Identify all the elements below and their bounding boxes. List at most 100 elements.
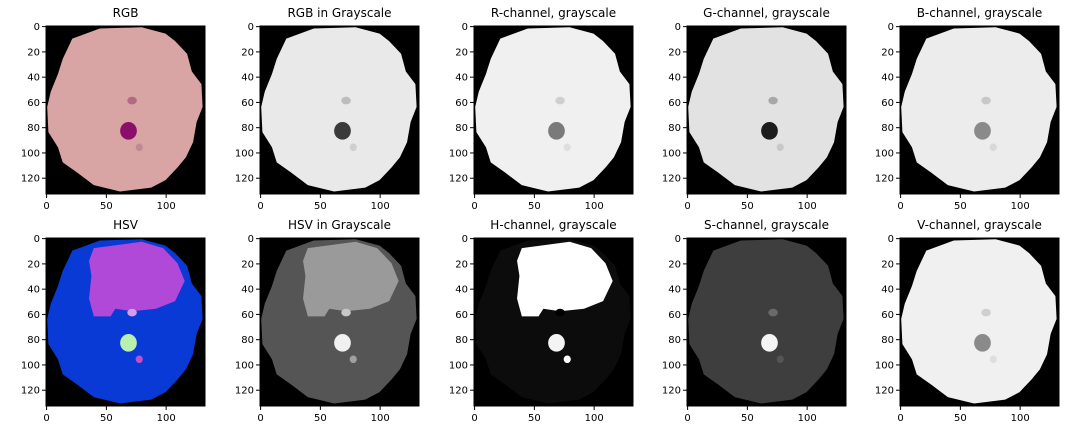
y-tick-label: 120 bbox=[875, 386, 894, 397]
x-tick-label: 0 bbox=[43, 413, 49, 424]
panel-4: G-channel, grayscale 0 20 40 60 80 100 120 0 50 10… bbox=[662, 6, 847, 212]
cell-hole-region bbox=[780, 318, 805, 345]
y-tick-label: 80 bbox=[241, 123, 254, 134]
cell-region bbox=[47, 27, 203, 192]
cell-region bbox=[901, 27, 1057, 192]
panel-title: B-channel, grayscale bbox=[916, 6, 1043, 20]
spot-small bbox=[981, 308, 991, 317]
y-tick-label: 60 bbox=[668, 310, 681, 321]
y-tick-label: 0 bbox=[888, 234, 894, 245]
panel-3: R-channel, grayscale 0 20 40 60 80 100 120 0 50 10… bbox=[449, 6, 634, 212]
image-axes: 0 20 40 60 80 100 120 0 50 100 bbox=[21, 22, 206, 212]
y-tick-label: 60 bbox=[881, 98, 894, 109]
y-tick-label: 80 bbox=[241, 335, 254, 346]
y-tick-label: 100 bbox=[235, 148, 254, 159]
spot-tiny bbox=[349, 143, 357, 152]
y-tick-label: 60 bbox=[241, 310, 254, 321]
cell-region bbox=[688, 27, 844, 192]
spot-small bbox=[341, 96, 351, 105]
y-tick-label: 80 bbox=[881, 335, 894, 346]
y-tick-label: 0 bbox=[34, 22, 40, 33]
axes-frame bbox=[899, 237, 1060, 407]
axes-frame bbox=[259, 25, 420, 195]
y-tick-label: 20 bbox=[27, 259, 40, 270]
y-tick-label: 60 bbox=[668, 98, 681, 109]
y-tick-label: 120 bbox=[21, 386, 40, 397]
y-tick-label: 120 bbox=[662, 174, 681, 185]
y-tick-label: 100 bbox=[21, 360, 40, 371]
x-tick-label: 0 bbox=[43, 201, 49, 212]
x-tick-label: 100 bbox=[798, 413, 817, 424]
y-tick-label: 80 bbox=[455, 123, 468, 134]
y-tick-label: 20 bbox=[241, 259, 254, 270]
y-tick-label: 100 bbox=[875, 148, 894, 159]
spot-tiny bbox=[989, 143, 997, 152]
spot-small bbox=[981, 96, 991, 105]
y-tick-label: 0 bbox=[462, 22, 468, 33]
panel-6: HSV 0 20 40 60 80 100 120 0 50 100 bbox=[21, 218, 206, 424]
y-tick-label: 0 bbox=[462, 234, 468, 245]
panel-1: RGB 0 20 40 60 80 100 120 0 50 100 bbox=[21, 6, 206, 212]
x-tick-label: 0 bbox=[257, 201, 263, 212]
x-tick-label: 100 bbox=[1011, 413, 1030, 424]
y-tick-label: 60 bbox=[455, 98, 468, 109]
spot-small bbox=[555, 96, 565, 105]
image-axes: 0 20 40 60 80 100 120 0 50 100 bbox=[875, 234, 1060, 424]
axes-frame bbox=[45, 237, 206, 407]
axes-frame bbox=[259, 237, 420, 407]
spot-large bbox=[974, 122, 991, 140]
y-tick-label: 0 bbox=[675, 234, 681, 245]
y-tick-label: 80 bbox=[27, 123, 40, 134]
x-tick-label: 50 bbox=[741, 201, 754, 212]
spot-tiny bbox=[563, 355, 571, 364]
image-axes: 0 20 40 60 80 100 120 0 50 100 bbox=[21, 234, 206, 424]
y-tick-label: 20 bbox=[455, 47, 468, 58]
cell-hole-region bbox=[139, 318, 164, 345]
panel-title: RGB bbox=[112, 6, 139, 20]
y-tick-label: 120 bbox=[875, 174, 894, 185]
panel-10: V-channel, grayscale 0 20 40 60 80 100 120 0 50 10… bbox=[875, 218, 1060, 424]
panel-2: RGB in Grayscale 0 20 40 60 80 100 120 0 50 100 bbox=[235, 6, 420, 212]
axes-frame bbox=[686, 237, 847, 407]
x-tick-label: 50 bbox=[314, 413, 327, 424]
x-tick-label: 100 bbox=[371, 201, 390, 212]
cell-inner-region bbox=[730, 241, 826, 317]
x-tick-label: 100 bbox=[157, 201, 176, 212]
spot-tiny bbox=[989, 355, 997, 364]
x-tick-label: 0 bbox=[257, 413, 263, 424]
x-tick-label: 100 bbox=[371, 413, 390, 424]
spot-large bbox=[761, 122, 778, 140]
spot-small bbox=[127, 308, 137, 317]
axes-frame bbox=[899, 25, 1060, 195]
x-tick-label: 50 bbox=[741, 413, 754, 424]
cell-hole-region bbox=[567, 318, 592, 345]
y-tick-label: 120 bbox=[21, 174, 40, 185]
y-tick-label: 0 bbox=[675, 22, 681, 33]
spot-tiny bbox=[776, 355, 784, 364]
spot-small bbox=[768, 308, 778, 317]
x-tick-label: 100 bbox=[585, 201, 604, 212]
y-tick-label: 60 bbox=[27, 310, 40, 321]
spot-large bbox=[548, 122, 565, 140]
y-tick-label: 60 bbox=[881, 310, 894, 321]
y-tick-label: 120 bbox=[449, 174, 468, 185]
y-tick-label: 120 bbox=[235, 174, 254, 185]
spot-small bbox=[555, 308, 565, 317]
y-tick-label: 60 bbox=[455, 310, 468, 321]
y-tick-label: 60 bbox=[27, 98, 40, 109]
spot-large bbox=[120, 334, 137, 352]
y-tick-label: 100 bbox=[21, 148, 40, 159]
image-axes: 0 20 40 60 80 100 120 0 50 100 bbox=[875, 22, 1060, 212]
spot-small bbox=[768, 96, 778, 105]
y-tick-label: 80 bbox=[27, 335, 40, 346]
y-tick-label: 100 bbox=[235, 360, 254, 371]
y-tick-label: 20 bbox=[881, 259, 894, 270]
image-axes: 0 20 40 60 80 100 120 0 50 100 bbox=[449, 234, 634, 424]
y-tick-label: 80 bbox=[668, 123, 681, 134]
panel-title: HSV bbox=[113, 218, 138, 232]
y-tick-label: 40 bbox=[455, 285, 468, 296]
y-tick-label: 40 bbox=[668, 285, 681, 296]
y-tick-label: 0 bbox=[34, 234, 40, 245]
spot-large bbox=[974, 334, 991, 352]
cell-inner-region bbox=[303, 241, 399, 317]
